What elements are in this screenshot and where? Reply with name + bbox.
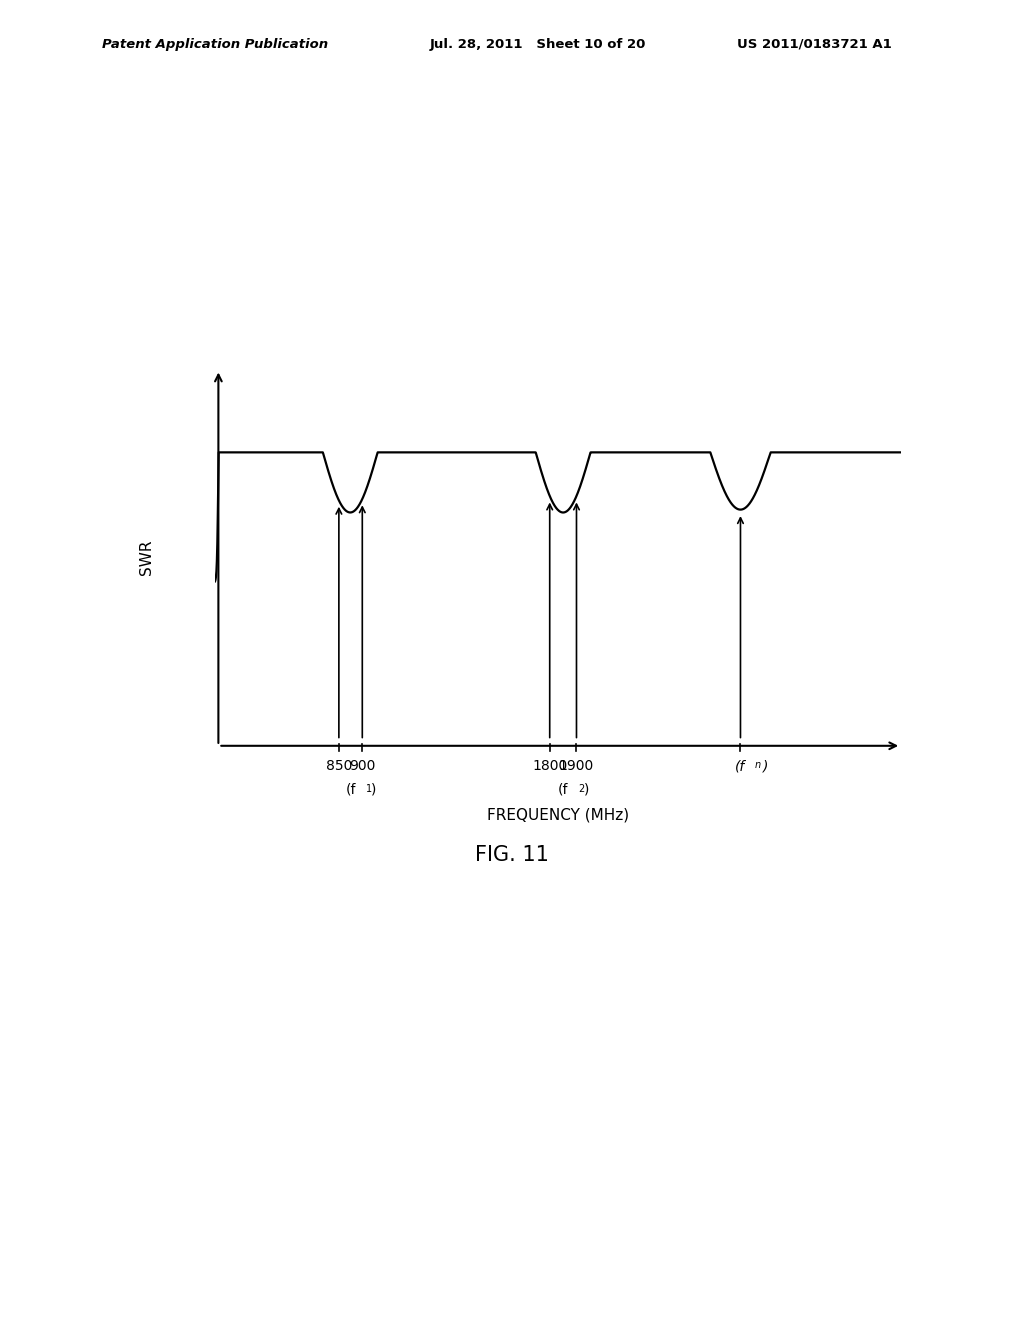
- Text: 850: 850: [326, 759, 352, 774]
- Text: 900: 900: [349, 759, 376, 774]
- Text: (f: (f: [558, 783, 568, 797]
- Text: n: n: [755, 760, 761, 771]
- Text: FIG. 11: FIG. 11: [475, 845, 549, 865]
- Text: ): ): [371, 783, 377, 797]
- Text: (f: (f: [345, 783, 355, 797]
- Text: 1: 1: [366, 784, 372, 795]
- Text: SWR: SWR: [139, 540, 154, 576]
- Text: FREQUENCY (MHz): FREQUENCY (MHz): [487, 808, 629, 822]
- Text: ): ): [584, 783, 589, 797]
- Text: Patent Application Publication: Patent Application Publication: [102, 37, 329, 50]
- Text: 1900: 1900: [559, 759, 594, 774]
- Text: (f: (f: [735, 759, 745, 774]
- Text: 2: 2: [579, 784, 585, 795]
- Text: 1800: 1800: [532, 759, 567, 774]
- Text: Jul. 28, 2011   Sheet 10 of 20: Jul. 28, 2011 Sheet 10 of 20: [430, 37, 646, 50]
- Text: ): ): [763, 759, 768, 774]
- Text: US 2011/0183721 A1: US 2011/0183721 A1: [737, 37, 892, 50]
